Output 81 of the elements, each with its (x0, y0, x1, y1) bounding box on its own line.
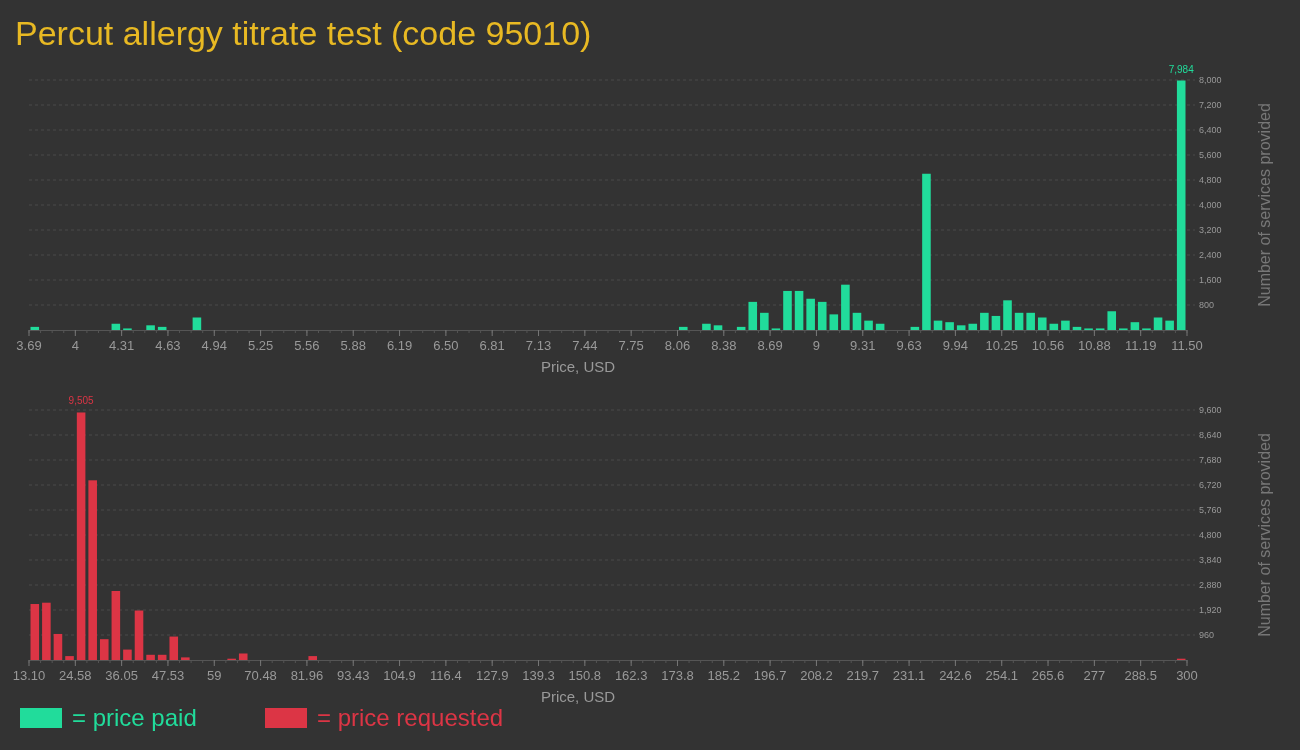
x-tick-label: 139.3 (522, 668, 555, 683)
data-label: 9,505 (68, 395, 95, 407)
y-tick-label: 9,600 (1199, 405, 1222, 415)
x-tick-label: 116.4 (430, 668, 462, 683)
x-tick-label: 300 (1176, 668, 1198, 683)
x-tick-label: 10.88 (1078, 338, 1111, 353)
y-tick-label: 6,400 (1199, 125, 1222, 135)
x-tick-label: 8.06 (664, 338, 691, 353)
x-tick-label: 24.58 (59, 668, 92, 683)
x-tick-label: 7.44 (572, 338, 598, 353)
y-tick-label: 4,800 (1199, 175, 1222, 185)
y-tick-label: 7,680 (1199, 455, 1222, 465)
x-tick-label: 9.94 (942, 338, 969, 353)
x-tick-label: 265.6 (1031, 668, 1065, 683)
x-tick-label: 3.69 (16, 338, 42, 353)
x-tick-label: 4 (71, 338, 79, 353)
y-tick-label: 2,880 (1199, 580, 1222, 590)
x-tick-label: 59 (207, 668, 222, 683)
x-tick-label: 4.94 (201, 338, 227, 353)
y-tick-label: 5,760 (1199, 505, 1222, 515)
x-tick-label: 208.2 (800, 668, 833, 683)
x-tick-label: 6.81 (479, 338, 505, 353)
x-tick-label: 231.1 (892, 668, 926, 683)
x-tick-label: 4.31 (108, 338, 135, 353)
x-tick-label: 242.6 (939, 668, 972, 683)
x-tick-label: 10.56 (1031, 338, 1065, 353)
x-tick-label: 7.13 (525, 338, 552, 353)
x-tick-label: 104.9 (383, 668, 416, 683)
x-tick-label: 4.63 (155, 338, 181, 353)
x-tick-label: 7.75 (618, 338, 644, 353)
x-tick-label: 6.50 (433, 338, 459, 353)
y-tick-label: 3,840 (1199, 555, 1222, 565)
x-tick-label: 47.53 (151, 668, 185, 683)
x-tick-label: 36.05 (105, 668, 138, 683)
x-tick-label: 11.50 (1171, 338, 1203, 353)
x-tick-label: 93.43 (336, 668, 370, 683)
x-tick-label: 13.10 (12, 668, 46, 683)
x-tick-label: 5.88 (340, 338, 366, 353)
x-axis-title: Price, USD (540, 688, 616, 705)
x-tick-label: 9 (812, 338, 821, 353)
x-tick-label: 196.7 (753, 668, 787, 683)
x-tick-label: 81.96 (290, 668, 324, 683)
y-tick-label: 7,200 (1199, 100, 1222, 110)
x-tick-label: 11.19 (1124, 338, 1157, 353)
legend-label: = price requested (317, 704, 504, 731)
x-tick-label: 219.7 (846, 668, 880, 683)
x-tick-label: 5.25 (247, 338, 274, 353)
x-tick-label: 127.9 (475, 668, 509, 683)
y-tick-label: 4,000 (1199, 200, 1222, 210)
x-axis-title: Price, USD (540, 358, 616, 375)
y-tick-label: 5,600 (1199, 150, 1222, 160)
x-tick-label: 277 (1083, 668, 1106, 683)
x-tick-label: 9.63 (896, 338, 922, 353)
y-tick-label: 960 (1199, 630, 1215, 640)
x-tick-label: 162.3 (614, 668, 648, 683)
y-axis-title: Number of services provided (1256, 103, 1273, 307)
y-tick-label: 8,000 (1199, 75, 1222, 85)
x-tick-label: 173.8 (661, 668, 694, 683)
y-tick-label: 1,600 (1199, 275, 1222, 285)
data-label: 7,984 (1168, 63, 1195, 75)
y-tick-label: 800 (1199, 300, 1215, 310)
y-tick-label: 6,720 (1199, 480, 1222, 490)
chart-title: Percut allergy titrate test (code 95010) (15, 14, 592, 52)
x-tick-label: 8.69 (757, 338, 783, 353)
y-tick-label: 3,200 (1199, 225, 1222, 235)
y-tick-label: 8,640 (1199, 430, 1222, 440)
y-axis-title: Number of services provided (1256, 433, 1273, 637)
x-tick-label: 70.48 (244, 668, 277, 683)
x-tick-label: 185.2 (707, 668, 741, 683)
x-tick-label: 150.8 (568, 668, 602, 683)
y-tick-label: 4,800 (1199, 530, 1222, 540)
x-tick-label: 6.19 (386, 338, 413, 353)
x-tick-label: 10.25 (985, 338, 1018, 353)
x-tick-label: 9.31 (850, 338, 876, 353)
y-tick-label: 2,400 (1199, 250, 1222, 260)
x-tick-label: 8.38 (711, 338, 737, 353)
x-tick-label: 5.56 (294, 338, 320, 353)
x-tick-label: 254.1 (985, 668, 1018, 683)
x-tick-label: 288.5 (1124, 668, 1157, 683)
y-tick-label: 1,920 (1199, 605, 1222, 615)
legend-label: = price paid (72, 704, 197, 731)
